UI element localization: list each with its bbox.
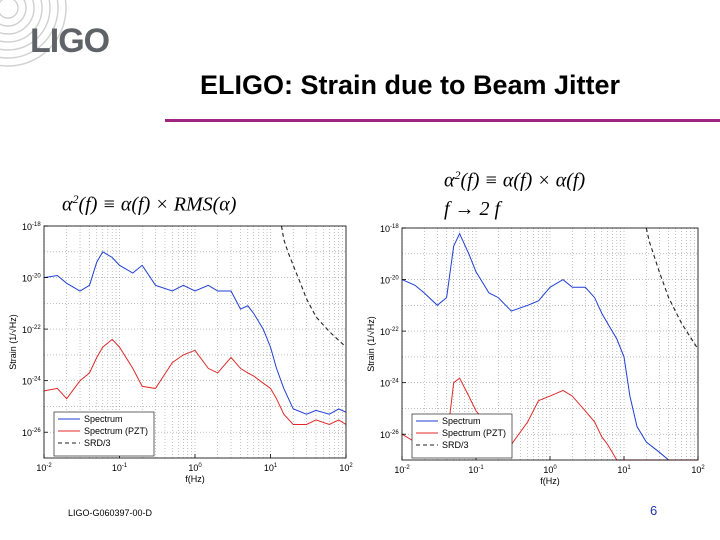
logo-text: LIGO [30, 22, 110, 60]
y-tick-label: 10-24 [22, 377, 41, 387]
x-tick-label: 102 [691, 465, 705, 475]
legend-label: SRD/3 [84, 438, 111, 448]
equation-right-1: α2(f) ≡ α(f) × α(f) [444, 168, 586, 192]
x-axis-label: f(Hz) [185, 474, 205, 484]
y-tick-label: 10-26 [380, 430, 399, 440]
x-tick-label: 100 [188, 463, 202, 473]
series-line-0 [401, 232, 698, 461]
y-tick-label: 10-20 [380, 276, 399, 286]
page-number: 6 [650, 503, 658, 518]
y-tick-label: 10-26 [22, 428, 41, 438]
y-tick-label: 10-18 [22, 222, 41, 232]
footer-doc-id: LIGO-G060397-00-D [68, 508, 153, 518]
x-tick-label: 10-1 [468, 465, 484, 475]
legend-label: Spectrum [442, 416, 481, 426]
x-tick-label: 100 [543, 465, 557, 475]
legend-label: SRD/3 [442, 440, 469, 450]
title-rule [165, 119, 720, 122]
series-line-2 [645, 227, 699, 350]
y-tick-label: 10-18 [380, 224, 399, 234]
y-tick-label: 10-22 [22, 325, 41, 335]
logo-rings [0, 0, 67, 67]
y-tick-label: 10-20 [22, 274, 41, 284]
legend-label: Spectrum [84, 414, 123, 424]
series-line-1 [43, 338, 347, 426]
legend-label: Spectrum (PZT) [442, 428, 506, 438]
x-tick-label: 10-2 [36, 463, 52, 473]
equation-right-2: f → 2 f [444, 198, 501, 220]
y-axis-label: Strain (1/√Hz) [366, 316, 376, 371]
legend: Spectrum Spectrum (PZT) SRD/3 [411, 413, 513, 459]
x-tick-label: 102 [339, 463, 353, 473]
y-tick-label: 10-24 [380, 379, 399, 389]
y-axis-label: Strain (1/√Hz) [8, 314, 18, 369]
legend-label: Spectrum (PZT) [84, 426, 148, 436]
x-tick-label: 10-2 [394, 465, 410, 475]
series-line-0 [43, 251, 347, 415]
x-tick-label: 101 [617, 465, 631, 475]
x-axis-label: f(Hz) [540, 476, 560, 486]
equation-left: α2(f) ≡ α(f) × RMS(α) [62, 192, 237, 216]
x-tick-label: 10-1 [112, 463, 128, 473]
x-tick-label: 101 [264, 463, 278, 473]
y-tick-label: 10-22 [380, 327, 399, 337]
slide-title: ELIGO: Strain due to Beam Jitter [199, 70, 621, 100]
legend: Spectrum Spectrum (PZT) SRD/3 [53, 411, 155, 457]
